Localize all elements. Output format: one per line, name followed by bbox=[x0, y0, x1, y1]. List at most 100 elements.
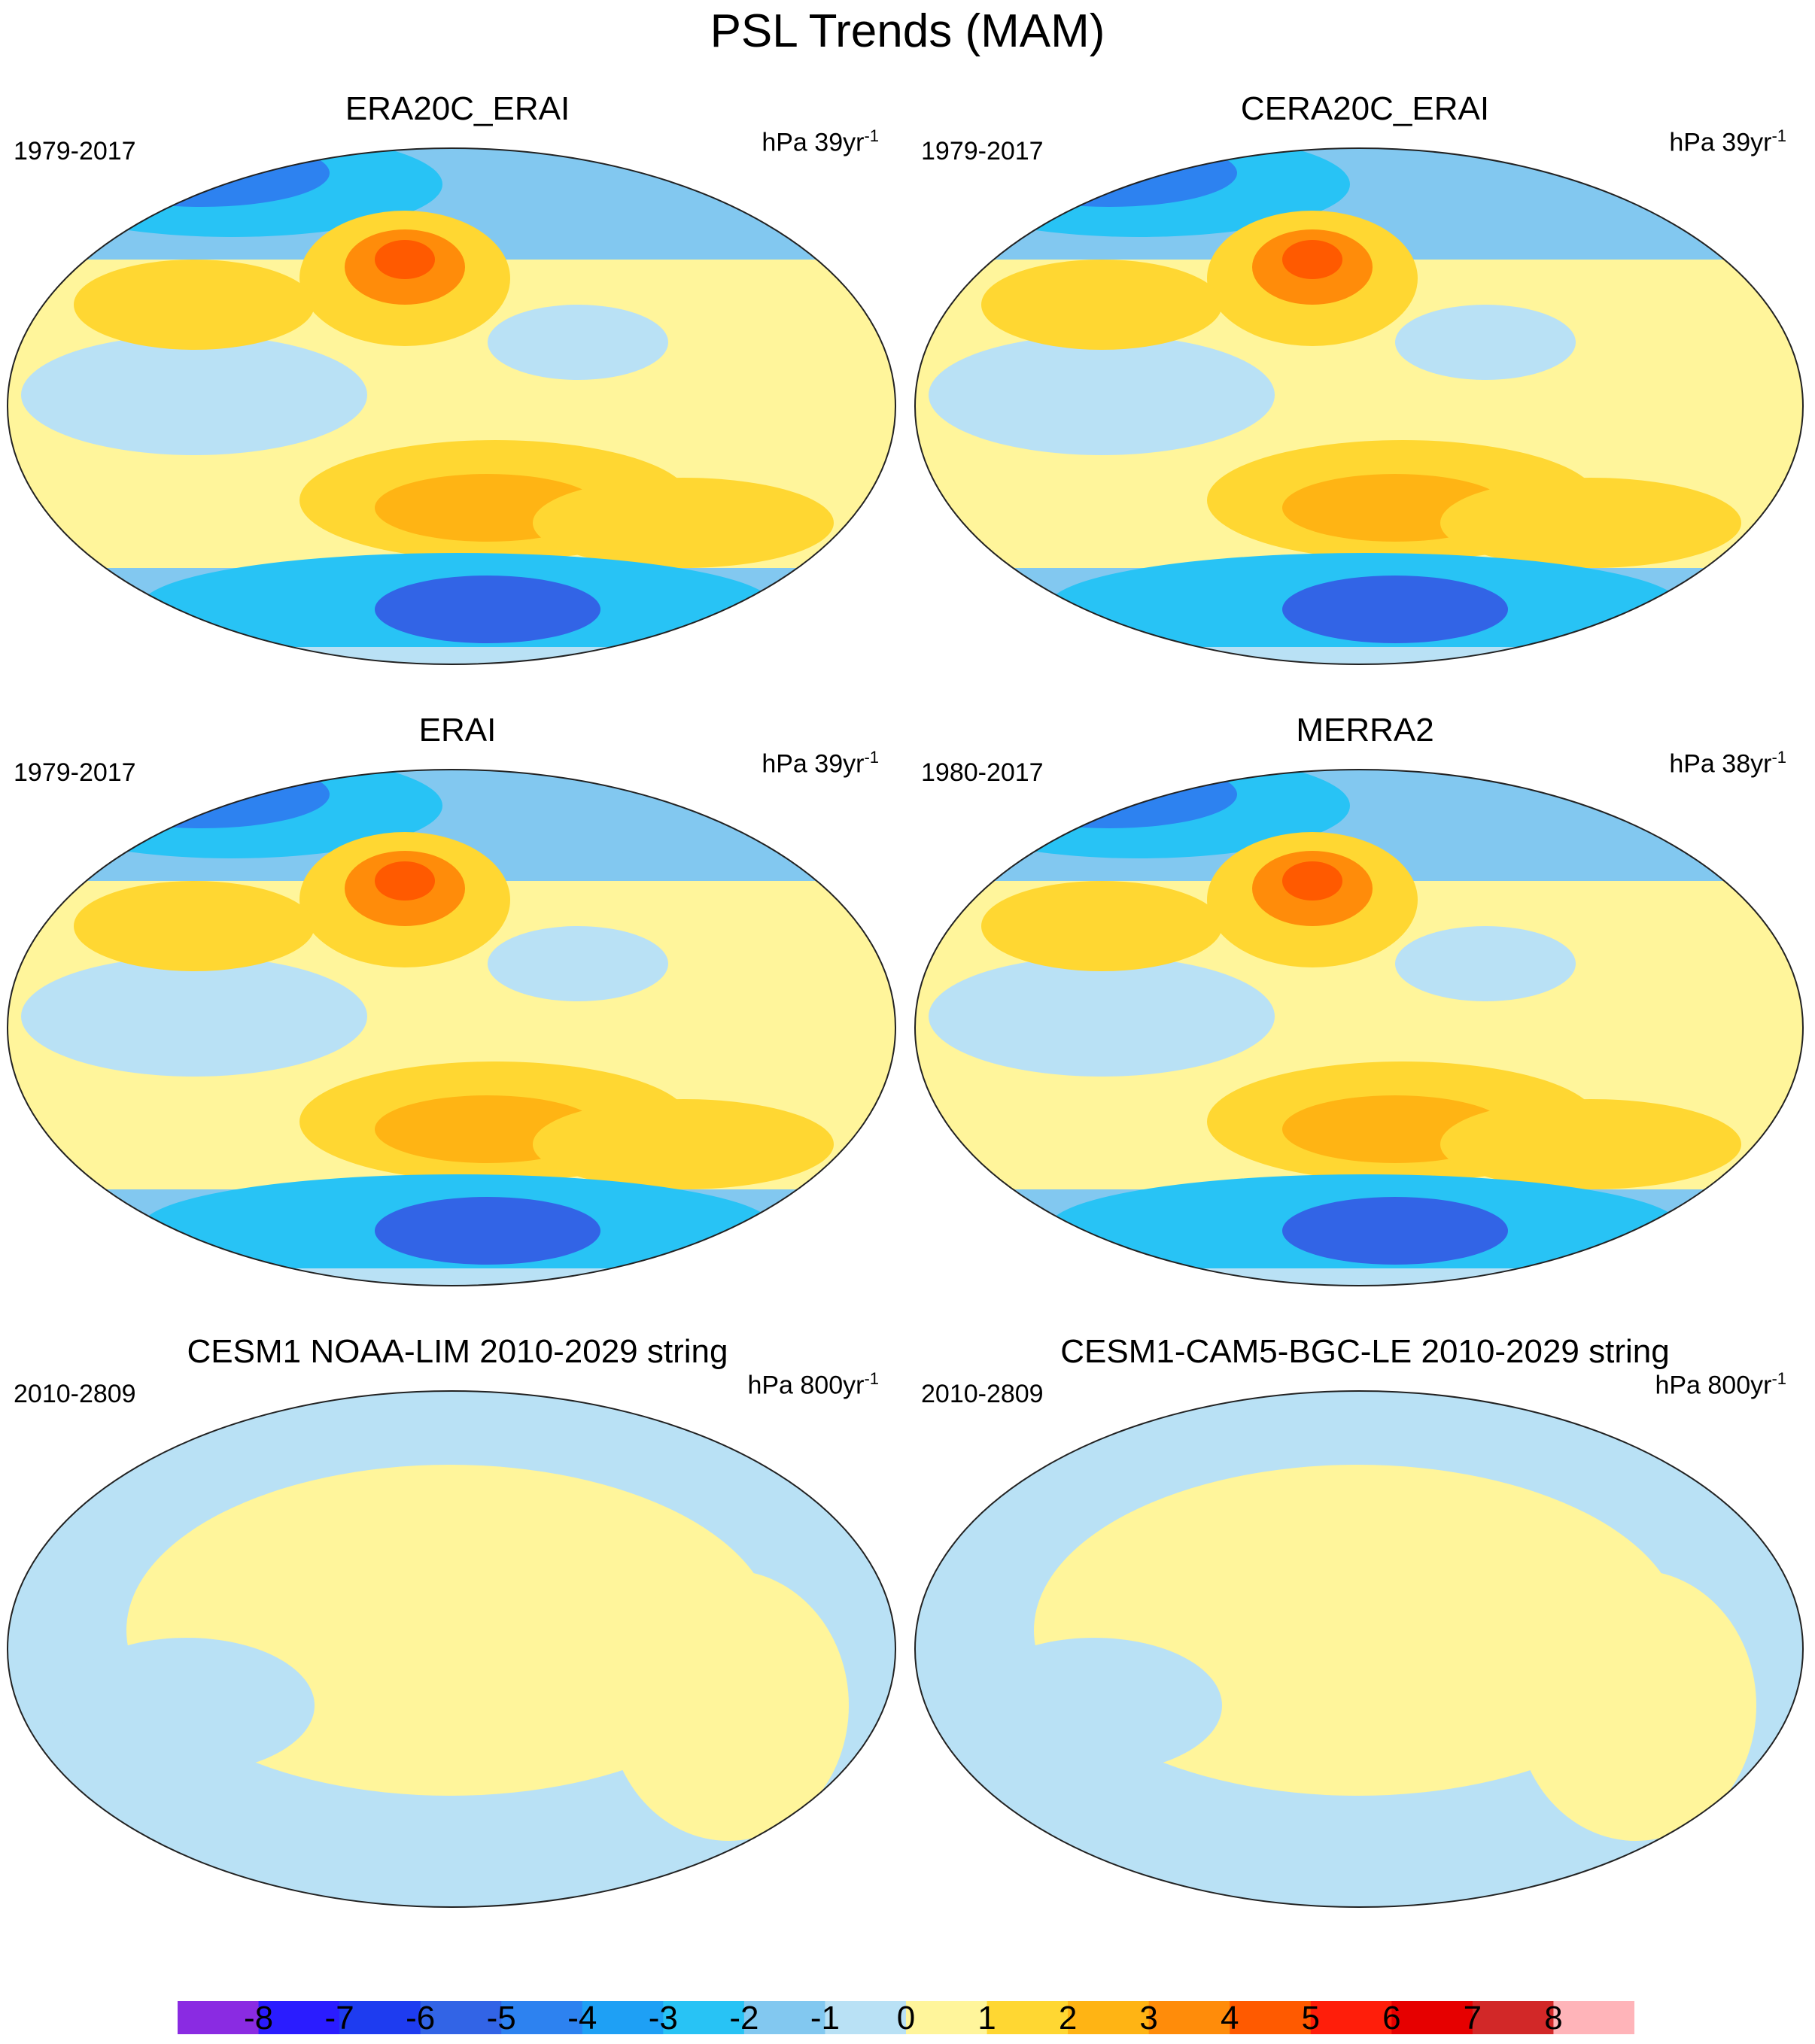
asia-positive bbox=[981, 260, 1222, 350]
europe-negative-area bbox=[616, 798, 751, 873]
colorbar-tick-label: 5 bbox=[1301, 2000, 1321, 2036]
panel-units-text: hPa 39yr bbox=[1669, 128, 1772, 157]
panel-units-exponent: -1 bbox=[864, 748, 879, 767]
panel-title: ERAI bbox=[418, 712, 497, 749]
panel-units-exponent: -1 bbox=[864, 126, 879, 145]
panel-units-text: hPa 39yr bbox=[762, 128, 865, 157]
colorbar-tick-label: -1 bbox=[810, 2000, 840, 2036]
panel-years: 1979-2017 bbox=[14, 758, 136, 787]
south-america-positive-area bbox=[608, 1570, 849, 1841]
colorbar-swatch bbox=[582, 2001, 664, 2034]
world-map bbox=[914, 147, 1804, 665]
panel-years: 1980-2017 bbox=[921, 758, 1044, 787]
colorbar-tick-label: -4 bbox=[567, 2000, 597, 2036]
map-outline bbox=[914, 147, 1804, 665]
colorbar-tick-label: -2 bbox=[729, 2000, 759, 2036]
indian-ocean-negative bbox=[21, 335, 367, 455]
alaska-positive-core bbox=[375, 240, 435, 279]
colorbar-swatch bbox=[1230, 2001, 1312, 2034]
south-atlantic-positive bbox=[1440, 1099, 1741, 1189]
colorbar-tick-label: -8 bbox=[243, 2000, 274, 2036]
colorbar-swatch bbox=[663, 2001, 745, 2034]
panel-units-text: hPa 800yr bbox=[1655, 1371, 1772, 1400]
panel-title: ERA20C_ERAI bbox=[345, 90, 570, 127]
panel-years: 1979-2017 bbox=[14, 137, 136, 166]
atlantic-negative bbox=[488, 926, 668, 1001]
colorbar-tick-label: 0 bbox=[896, 2000, 916, 2036]
antarctic-edge bbox=[915, 1268, 1803, 1286]
map-outline bbox=[7, 1390, 896, 1908]
panel-units-text: hPa 39yr bbox=[762, 749, 865, 779]
panel-units-exponent: -1 bbox=[1771, 748, 1786, 767]
colorbar-swatch bbox=[1148, 2001, 1230, 2034]
amundsen-negative-center bbox=[1282, 1197, 1508, 1265]
colorbar-labels: -8 -7 -6 -5 -4 -3 -2 -1 0 1 2 3 4 5 6 7 8 bbox=[0, 2000, 1815, 2044]
indian-ocean-negative bbox=[929, 335, 1275, 455]
map-panel: CESM1 NOAA-LIM 2010-2029 string 2010-2809… bbox=[6, 1333, 909, 1912]
map-outline bbox=[914, 769, 1804, 1286]
colorbar-swatch bbox=[258, 2001, 340, 2034]
amundsen-negative-center bbox=[1282, 576, 1508, 643]
asia-positive bbox=[74, 260, 315, 350]
australia-negative-area bbox=[966, 1638, 1222, 1773]
antarctic-negative-band bbox=[8, 1856, 895, 1907]
panel-units: hPa 38yr-1 bbox=[1669, 748, 1786, 779]
map-panel: CESM1-CAM5-BGC-LE 2010-2029 string 2010-2… bbox=[914, 1333, 1815, 1912]
map-panel: ERAI 1979-2017 hPa 39yr-1 bbox=[6, 712, 909, 1291]
colorbar-swatch bbox=[825, 2001, 907, 2034]
europe-negative-area bbox=[1523, 177, 1658, 252]
map-panel: ERA20C_ERAI 1979-2017 hPa 39yr-1 bbox=[6, 90, 909, 670]
colorbar-swatch bbox=[178, 2001, 260, 2034]
panel-title: CERA20C_ERAI bbox=[1240, 90, 1490, 127]
panel-years: 1979-2017 bbox=[921, 137, 1044, 166]
indian-ocean-negative bbox=[21, 956, 367, 1077]
colorbar-tick-label: 3 bbox=[1139, 2000, 1158, 2036]
antarctic-edge bbox=[8, 1268, 895, 1286]
indian-ocean-negative bbox=[929, 956, 1275, 1077]
colorbar bbox=[178, 2001, 1634, 2034]
figure-title: PSL Trends (MAM) bbox=[710, 5, 1105, 57]
world-map bbox=[7, 147, 896, 665]
colorbar-swatch bbox=[1068, 2001, 1150, 2034]
amundsen-negative-center bbox=[375, 1197, 600, 1265]
colorbar-swatch bbox=[501, 2001, 583, 2034]
panel-units: hPa 39yr-1 bbox=[1669, 126, 1786, 157]
asia-positive bbox=[981, 881, 1222, 971]
map-outline bbox=[914, 1390, 1804, 1908]
alaska-positive-core bbox=[1282, 240, 1342, 279]
colorbar-tick-label: 4 bbox=[1220, 2000, 1239, 2036]
colorbar-tick-label: -7 bbox=[324, 2000, 354, 2036]
south-atlantic-positive bbox=[1440, 478, 1741, 568]
colorbar-swatch bbox=[1391, 2001, 1473, 2034]
world-map bbox=[7, 1390, 896, 1908]
antarctic-edge bbox=[915, 647, 1803, 664]
map-panel: CERA20C_ERAI 1979-2017 hPa 39yr-1 bbox=[914, 90, 1815, 670]
colorbar-swatches bbox=[178, 2001, 1634, 2034]
colorbar-swatch bbox=[743, 2001, 825, 2034]
panel-units-text: hPa 800yr bbox=[747, 1371, 865, 1400]
antarctic-edge bbox=[8, 647, 895, 664]
atlantic-negative bbox=[1395, 926, 1576, 1001]
antarctic-negative-band bbox=[915, 1856, 1803, 1907]
panel-title: CESM1 NOAA-LIM 2010-2029 string bbox=[187, 1333, 728, 1370]
panel-units: hPa 800yr-1 bbox=[747, 1369, 879, 1400]
colorbar-tick-label: 6 bbox=[1382, 2000, 1401, 2036]
australia-negative-area bbox=[59, 1638, 315, 1773]
colorbar-swatch bbox=[420, 2001, 502, 2034]
alaska-positive-core bbox=[1282, 861, 1342, 901]
colorbar-swatch bbox=[906, 2001, 988, 2034]
europe-negative-area bbox=[616, 177, 751, 252]
alaska-positive-core bbox=[375, 861, 435, 901]
colorbar-tick-label: -6 bbox=[406, 2000, 436, 2036]
map-outline bbox=[7, 147, 896, 665]
panel-units: hPa 800yr-1 bbox=[1655, 1369, 1786, 1400]
panel-units-text: hPa 38yr bbox=[1669, 749, 1772, 779]
south-america-positive-area bbox=[1516, 1570, 1756, 1841]
panel-units-exponent: -1 bbox=[1771, 126, 1786, 145]
panel-years: 2010-2809 bbox=[14, 1380, 136, 1408]
colorbar-swatch bbox=[339, 2001, 421, 2034]
south-atlantic-positive bbox=[533, 478, 834, 568]
panel-title: MERRA2 bbox=[1296, 712, 1434, 749]
panel-years: 2010-2809 bbox=[921, 1380, 1044, 1408]
panel-title: CESM1-CAM5-BGC-LE 2010-2029 string bbox=[1060, 1333, 1670, 1370]
